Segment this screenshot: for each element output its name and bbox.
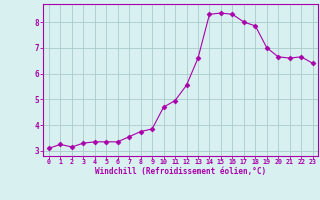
X-axis label: Windchill (Refroidissement éolien,°C): Windchill (Refroidissement éolien,°C) xyxy=(95,167,266,176)
